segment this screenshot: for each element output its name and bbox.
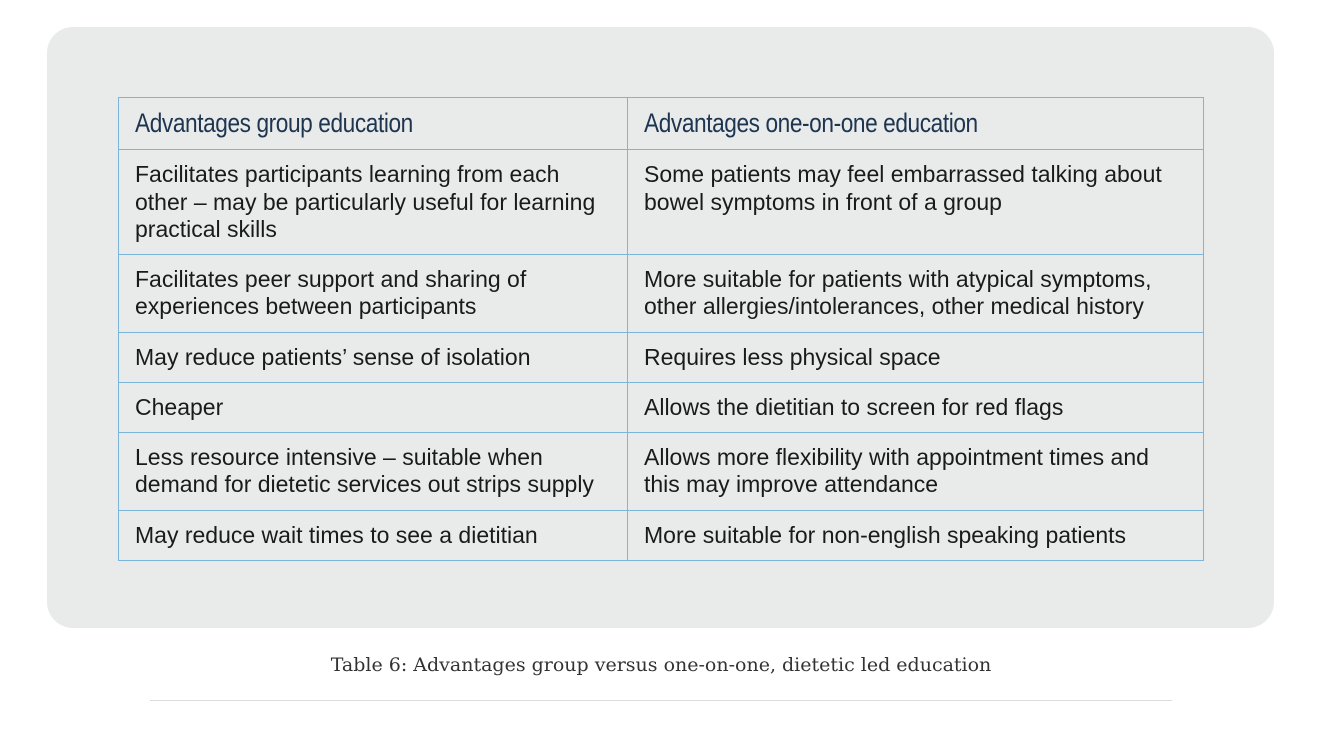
column-header-group: Advantages group education: [118, 97, 628, 150]
table-row: Facilitates participants learning from e…: [118, 149, 1204, 255]
table-cell-one-on-one: More suitable for patients with atypical…: [627, 253, 1204, 333]
table-caption: Table 6: Advantages group versus one-on-…: [330, 654, 992, 676]
table-cell-group: Facilitates participants learning from e…: [118, 149, 628, 255]
table-row: Facilitates peer support and sharing of …: [118, 253, 1204, 333]
table-cell-group: Facilitates peer support and sharing of …: [118, 253, 628, 333]
table-header-row: Advantages group education Advantages on…: [118, 97, 1204, 150]
table-cell-one-on-one: Allows more flexibility with appointment…: [627, 431, 1204, 511]
table-cell-one-on-one: Requires less physical space: [627, 331, 1204, 383]
table-cell-group: May reduce patients’ sense of isolation: [118, 331, 628, 383]
table-cell-group: Cheaper: [118, 381, 628, 433]
table-row: May reduce patients’ sense of isolation …: [118, 331, 1204, 383]
table-cell-group: May reduce wait times to see a dietitian: [118, 509, 628, 561]
table-cell-one-on-one: More suitable for non-english speaking p…: [627, 509, 1204, 561]
column-header-one-on-one: Advantages one-on-one education: [627, 97, 1204, 150]
table-row: Cheaper Allows the dietitian to screen f…: [118, 381, 1204, 433]
table-row: May reduce wait times to see a dietitian…: [118, 509, 1204, 561]
table-cell-group: Less resource intensive – suitable when …: [118, 431, 628, 511]
table-panel: Advantages group education Advantages on…: [47, 27, 1274, 628]
caption-divider: [150, 700, 1172, 701]
table-cell-one-on-one: Allows the dietitian to screen for red f…: [627, 381, 1204, 433]
table-cell-one-on-one: Some patients may feel embarrassed talki…: [627, 149, 1204, 255]
advantages-table: Advantages group education Advantages on…: [118, 97, 1204, 561]
column-header-one-on-one-label: Advantages one-on-one education: [644, 108, 978, 138]
table-row: Less resource intensive – suitable when …: [118, 431, 1204, 511]
column-header-group-label: Advantages group education: [135, 108, 413, 138]
